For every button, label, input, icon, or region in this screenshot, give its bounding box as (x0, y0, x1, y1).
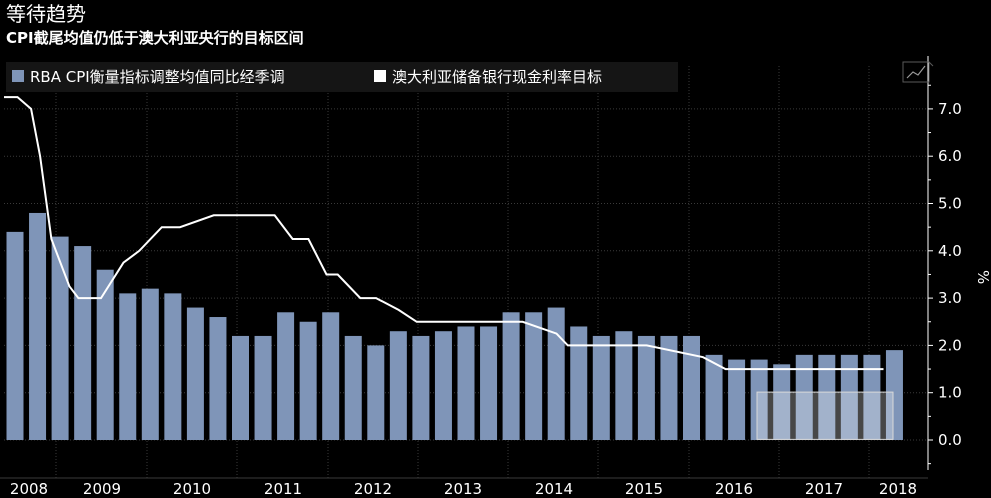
x-tick-label: 2009 (83, 480, 121, 498)
y-axis: 0.0 1.0 2.0 3.0 4.0 5.0 6.0 7.0% (927, 56, 991, 470)
x-tick-label: 2016 (715, 480, 753, 498)
cpi-bar (29, 212, 47, 440)
x-tick-label: 2012 (354, 480, 392, 498)
cpi-bar (570, 326, 588, 440)
cpi-bar (705, 354, 723, 440)
y-tick-label: 5.0 (938, 195, 962, 213)
cpi-bar (434, 331, 452, 440)
x-tick-label: 2008 (10, 480, 48, 498)
y-tick-label: 6.0 (938, 147, 962, 165)
cpi-bar (389, 331, 407, 440)
cpi-bar (502, 312, 520, 440)
legend-swatch-bar (12, 70, 24, 82)
cpi-bar (457, 326, 475, 440)
cpi-bar (322, 312, 340, 440)
cash-rate-line (4, 96, 884, 371)
x-tick-label: 2014 (535, 480, 573, 498)
chart-title: 等待趋势 (6, 2, 86, 26)
cpi-bar (863, 354, 881, 440)
x-tick-label: 2018 (879, 480, 917, 498)
cpi-bar (615, 331, 633, 440)
cpi-bar (660, 335, 678, 440)
cpi-bar (164, 293, 182, 440)
y-tick-label: 2.0 (938, 336, 962, 354)
x-axis: 2008 2009 2010 2011 2012 2013 2014 2015 2016 2017… (0, 477, 928, 498)
target-band (756, 391, 894, 440)
x-tick-label: 2015 (625, 480, 663, 498)
cpi-bar (51, 236, 69, 440)
cpi-bar (367, 345, 385, 440)
cpi-bar (795, 354, 813, 440)
x-tick-label: 2017 (805, 480, 843, 498)
cpi-bar (209, 317, 227, 440)
legend-label-rate: 澳大利亚储备银行现金利率目标 (392, 68, 602, 86)
cpi-bar (525, 312, 543, 440)
y-axis-unit: % (974, 270, 991, 284)
cpi-bar (885, 350, 903, 440)
cpi-bar (344, 335, 362, 440)
cpi-bar (412, 335, 430, 440)
cpi-bar (74, 246, 92, 440)
cpi-bar (254, 335, 272, 440)
cpi-bar (299, 321, 317, 440)
x-tick-label: 2010 (173, 480, 211, 498)
cpi-bar (96, 269, 114, 440)
x-tick-label: 2011 (264, 480, 302, 498)
cpi-bar (750, 359, 768, 440)
y-tick-label: 0.0 (938, 431, 962, 449)
cpi-bar (277, 312, 295, 440)
y-tick-label: 4.0 (938, 242, 962, 260)
cpi-bar (592, 335, 610, 440)
y-tick-label: 3.0 (938, 289, 962, 307)
cpi-bar (141, 288, 159, 440)
legend: RBA CPI衡量指标调整均值同比经季调 澳大利亚储备银行现金利率目标 (6, 62, 678, 92)
cpi-bar (840, 354, 858, 440)
legend-swatch-line (374, 70, 386, 82)
cpi-bar (186, 307, 204, 440)
chart-subtitle: CPI截尾均值仍低于澳大利亚央行的目标区间 (6, 29, 304, 47)
cpi-bar (119, 293, 137, 440)
bar-series (6, 212, 903, 440)
cpi-bar (773, 364, 791, 440)
cpi-bar (232, 335, 249, 440)
y-tick-label: 1.0 (938, 384, 962, 402)
x-tick-label: 2013 (444, 480, 482, 498)
legend-label-cpi: RBA CPI衡量指标调整均值同比经季调 (30, 68, 285, 86)
line-chart-icon[interactable] (902, 61, 934, 83)
cpi-bar (683, 335, 700, 440)
cpi-bar (818, 354, 836, 440)
cpi-bar (547, 307, 565, 440)
cpi-bar (6, 231, 24, 440)
cpi-bar (728, 359, 746, 440)
cpi-bar (637, 335, 655, 440)
cpi-bar (480, 326, 498, 440)
y-tick-label: 7.0 (938, 100, 962, 118)
legend-box (6, 62, 678, 92)
